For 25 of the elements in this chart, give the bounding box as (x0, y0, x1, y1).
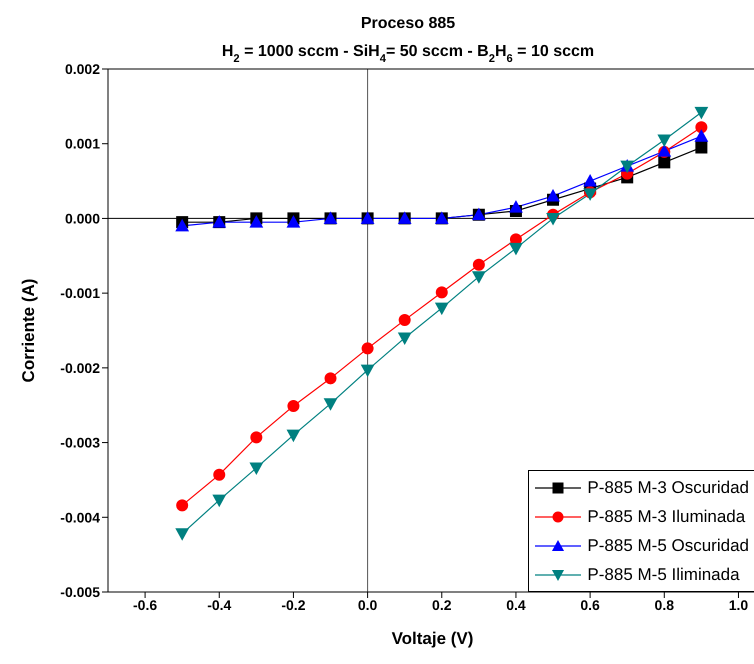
x-tick-label: 0.6 (580, 596, 600, 613)
x-tick-label: -0.4 (207, 596, 232, 613)
x-tick-label: 0.4 (506, 596, 526, 613)
y-tick-label: -0.003 (60, 434, 100, 451)
x-tick-label: -0.6 (133, 596, 158, 613)
y-axis-title: Corriente (A) (19, 278, 38, 382)
x-tick-label: 0.2 (432, 596, 452, 613)
x-axis-title: Voltaje (V) (392, 629, 474, 648)
legend-label: P-885 M-5 Oscuridad (587, 536, 749, 556)
legend-label: P-885 M-5 Iliminada (587, 564, 740, 584)
y-tick-label: 0.001 (64, 136, 100, 152)
x-tick-label: 0.0 (358, 596, 378, 613)
x-tick-label: -0.2 (281, 596, 306, 613)
x-tick-label: 1.0 (728, 596, 748, 613)
y-tick-label: -0.004 (60, 509, 100, 526)
legend-label: P-885 M-3 Iluminada (587, 506, 746, 526)
y-tick-label: 0.002 (64, 60, 100, 77)
chart-title: Proceso 885 (360, 15, 456, 32)
legend-label: P-885 M-3 Oscuridad (587, 478, 749, 498)
y-tick-label: -0.005 (60, 584, 100, 600)
y-tick-label: 0.000 (64, 210, 100, 226)
text: H$_{2}$ = 1000 sccm - SiH$_{4}$= 50 sccm - B$_{2}$H$_{6}$ = 10 sccm (222, 43, 594, 65)
x-tick-label: 0.8 (654, 596, 674, 613)
y-tick-label: -0.001 (60, 285, 100, 302)
y-tick-label: -0.002 (60, 360, 100, 376)
